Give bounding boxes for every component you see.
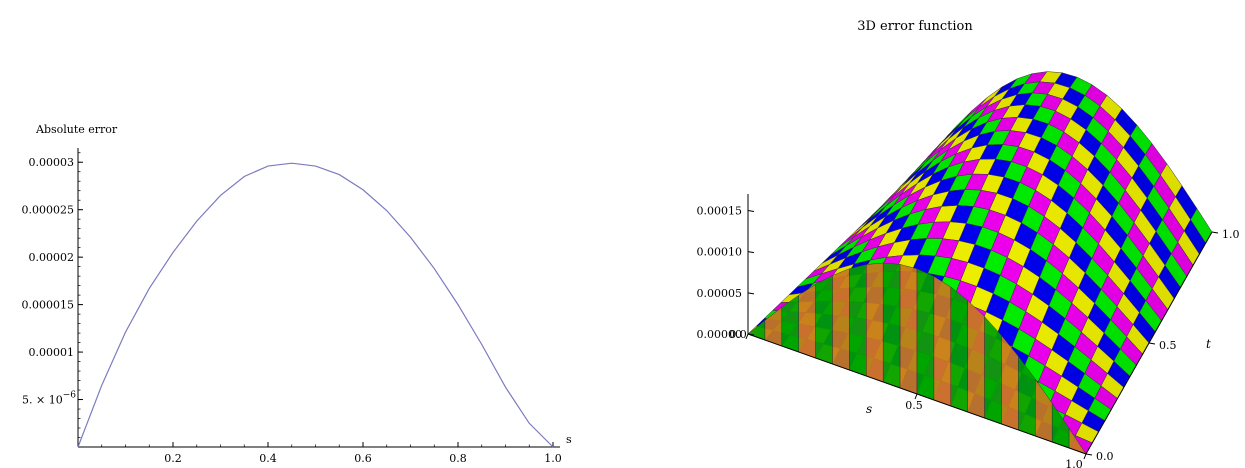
series-line (77, 162, 554, 448)
front-face-band (933, 275, 952, 407)
t-axis-label: t (1206, 337, 1211, 351)
s-tick-label: 0.0 (729, 328, 747, 341)
z-tick-label: 0.00010 (697, 246, 743, 259)
front-face-band (984, 316, 1002, 425)
y-tick-label: 0.00003 (29, 156, 75, 169)
s-tick (745, 333, 749, 340)
t-tick (1085, 453, 1093, 456)
x-tick-label: 1.0 (544, 452, 562, 465)
y-axis-label: Absolute error (35, 123, 118, 136)
x-tick-label: 0.8 (449, 452, 467, 465)
chart-title: 3D error function (857, 19, 973, 34)
t-tick (1148, 342, 1156, 345)
y-tick-label: 0.000025 (22, 204, 75, 217)
z-tick (747, 251, 755, 254)
front-face-band (899, 264, 918, 395)
front-face-band (866, 262, 884, 383)
s-tick (1083, 453, 1087, 460)
front-face-band (849, 264, 867, 377)
y-tick-label: 0.00001 (29, 346, 75, 359)
x-tick-label: 0.6 (354, 452, 372, 465)
z-tick-label: 0.00000 (697, 328, 743, 341)
front-face-band (967, 299, 985, 419)
front-face-band (798, 283, 816, 359)
front-face-band (832, 268, 850, 371)
s-tick (914, 393, 918, 400)
y-tick-label: 5. × 10−6 (22, 391, 76, 407)
t-tick-label: 0.0 (1096, 450, 1114, 463)
front-face-band (916, 268, 935, 401)
x-axis-label: s (566, 433, 572, 446)
x-tick-label: 0.4 (259, 452, 277, 465)
error-surface-plot: 3D error function 0.00000 0.00005 0.00010 0… (697, 19, 1240, 468)
z-tick-label: 0.00005 (697, 287, 743, 300)
front-face-band (950, 286, 968, 413)
absolute-error-plot: Absolute error 5. × 10−6 0.00001 0.000015 0… (22, 123, 573, 465)
t-tick-label: 1.0 (1222, 228, 1240, 241)
s-tick-label: 0.5 (905, 399, 923, 412)
t-tick (1211, 231, 1219, 234)
t-tick-label: 0.5 (1159, 339, 1177, 352)
error-surface (747, 71, 1213, 455)
front-face-band (815, 275, 833, 365)
z-tick-label: 0.00015 (697, 204, 743, 217)
s-tick-label: 1.0 (1065, 458, 1083, 468)
z-tick (747, 209, 755, 212)
z-tick (747, 333, 755, 336)
y-tick-label: 0.000015 (22, 299, 75, 312)
y-tick-label: 0.00002 (29, 251, 75, 264)
front-face-band (882, 262, 901, 389)
z-tick (747, 292, 755, 295)
s-axis-label: s (866, 402, 872, 416)
x-tick-label: 0.2 (164, 452, 182, 465)
